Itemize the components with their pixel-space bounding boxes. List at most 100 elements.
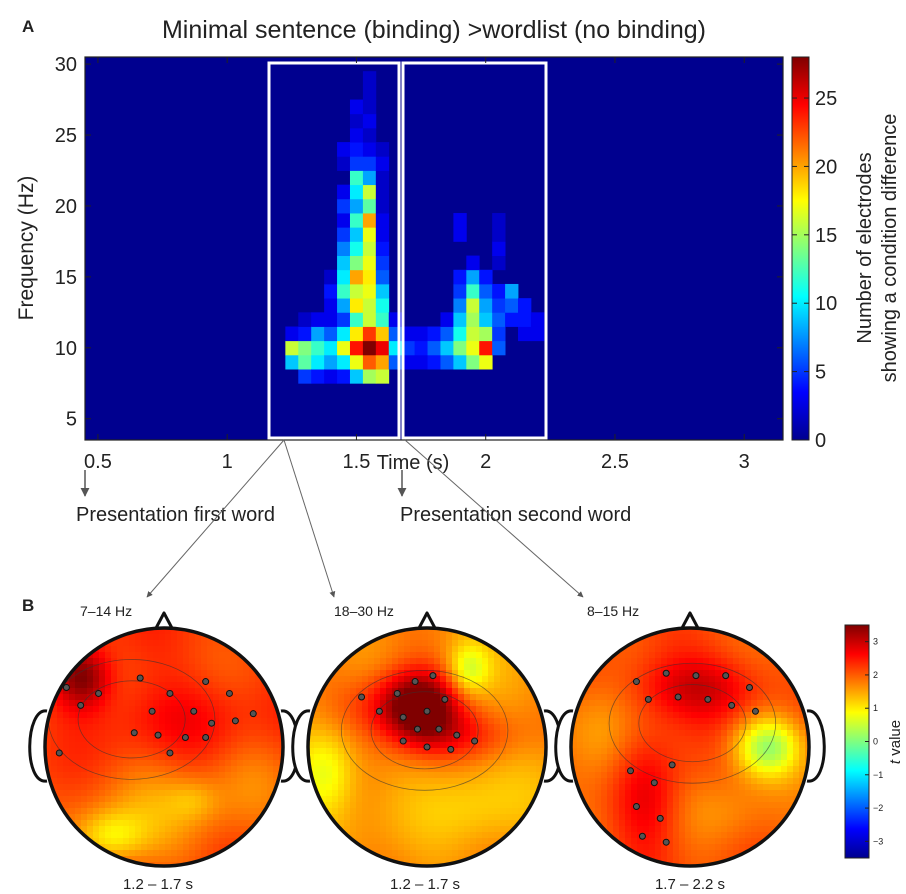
topomap-pixel [69, 802, 76, 809]
topomap-pixel [219, 652, 226, 659]
topomap-pixel [368, 754, 375, 761]
topomap-pixel [416, 682, 423, 689]
topomap-pixel [464, 820, 471, 827]
topomap-pixel [141, 646, 148, 653]
topomap-pixel [691, 676, 698, 683]
topomap-pixel [380, 658, 387, 665]
topomap-pixel [733, 706, 740, 713]
topomap-pixel [769, 778, 776, 785]
topomap-pixel [673, 766, 680, 773]
heatmap-cell [414, 354, 428, 370]
topomap-pixel [637, 640, 644, 647]
topomap-pixel [332, 730, 339, 737]
topomap-pixel [452, 784, 459, 791]
topomap-pixel [326, 730, 333, 737]
topomap-pixel [231, 814, 238, 821]
topomap-pixel [691, 760, 698, 767]
topomap-pixel [697, 808, 704, 815]
topomap-pixel [195, 712, 202, 719]
topomap-pixel [392, 766, 399, 773]
topomap-pixel [440, 784, 447, 791]
topomap-pixel [422, 748, 429, 755]
topomap-pixel [518, 772, 525, 779]
topomap-pixel [721, 760, 728, 767]
topomap-pixel [153, 646, 160, 653]
topomap-pixel [679, 826, 686, 833]
topomap-pixel [607, 712, 614, 719]
topomap-pixel [530, 766, 537, 773]
topomap-pixel [763, 688, 770, 695]
topomap-pixel [601, 790, 608, 797]
topomap-pixel [607, 742, 614, 749]
topomap-pixel [243, 682, 250, 689]
topomap-pixel [141, 658, 148, 665]
topomap-pixel [422, 796, 429, 803]
topomap-pixel [793, 742, 800, 749]
topomap-pixel [261, 742, 268, 749]
topomap-pixel [643, 682, 650, 689]
electrode-marker [632, 678, 640, 686]
topomap-pixel [147, 766, 154, 773]
topomap-pixel [255, 724, 262, 731]
topomap-pixel [410, 718, 417, 725]
topomap-pixel [147, 778, 154, 785]
topomap-pixel [117, 736, 124, 743]
topomap-pixel [595, 742, 602, 749]
topomap-pixel [787, 802, 794, 809]
topomap-pixel [332, 796, 339, 803]
topomap-pixel [625, 700, 632, 707]
topomap-pixel [135, 682, 142, 689]
topomap-pixel [93, 802, 100, 809]
topomap-pixel [422, 724, 429, 731]
topomap-pixel [159, 820, 166, 827]
topomap-pixel [105, 814, 112, 821]
topomap-pixel [267, 700, 274, 707]
topomap-pixel [661, 844, 668, 851]
topomap-pixel [374, 640, 381, 647]
topomap-pixel [129, 670, 136, 677]
heatmap-cell [362, 283, 377, 299]
topomap-pixel [219, 694, 226, 701]
topomap-pixel [213, 802, 220, 809]
topomap-pixel [440, 814, 447, 821]
topomap-pixel [685, 790, 692, 797]
topomap-pixel [733, 814, 740, 821]
topomap-pixel [380, 760, 387, 767]
topomap-pixel [601, 754, 608, 761]
topomap-pixel [356, 730, 363, 737]
heatmap-cell [311, 369, 325, 384]
topomap-pixel [213, 826, 220, 833]
topomap-pixel [356, 688, 363, 695]
topomap-pixel [775, 802, 782, 809]
topomap-pixel [368, 736, 375, 743]
topomap-pixel [189, 664, 196, 671]
topomap-pixel [99, 748, 106, 755]
topomap-pixel [781, 712, 788, 719]
heatmap-cell [349, 269, 364, 285]
topomap-pixel [751, 766, 758, 773]
topomap-pixel [404, 754, 411, 761]
topomap-pixel [159, 856, 166, 863]
topomap-pixel [159, 790, 166, 797]
topomap-pixel [458, 724, 465, 731]
topomap-pixel [476, 670, 483, 677]
topomap-pixel [213, 718, 220, 725]
topomap-pixel [476, 814, 483, 821]
topomap-pixel [631, 760, 638, 767]
topomap-pixel [159, 688, 166, 695]
topomap-pixel [237, 814, 244, 821]
colorbar-a-tick-label: 15 [815, 225, 837, 247]
topomap-pixel [607, 766, 614, 773]
topomap-pixel [799, 796, 806, 803]
topomap-pixel [159, 640, 166, 647]
topomap-pixel [625, 838, 632, 845]
topomap-pixel [571, 700, 578, 707]
topomap-pixel [135, 694, 142, 701]
topomap-pixel [583, 784, 590, 791]
y-axis-label: Frequency (Hz) [15, 176, 38, 321]
electrode-marker [375, 707, 383, 715]
topomap-pixel [111, 838, 118, 845]
topomap-pixel [649, 760, 656, 767]
topomap-pixel [410, 826, 417, 833]
topomap-pixel [219, 748, 226, 755]
